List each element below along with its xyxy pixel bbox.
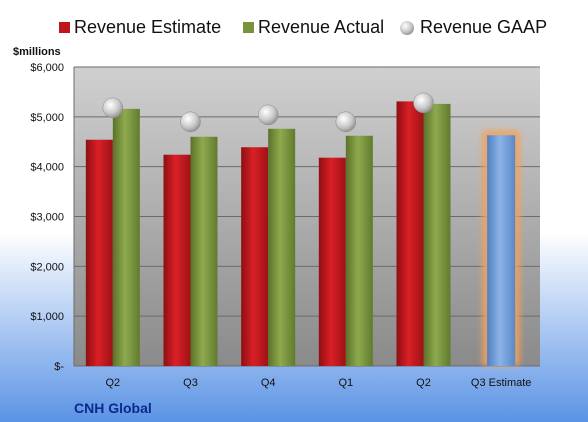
marker-revenue-gaap	[102, 97, 124, 119]
legend-label-actual: Revenue Actual	[258, 17, 384, 37]
x-tick-label: Q4	[261, 377, 276, 389]
legend-label-gaap: Revenue GAAP	[420, 17, 547, 37]
y-tick-label: $6,000	[30, 62, 64, 74]
x-tick-label: Q2	[416, 377, 431, 389]
x-tick-label: Q3	[183, 377, 198, 389]
bar-revenue-estimate	[241, 147, 269, 366]
marker-revenue-gaap	[257, 104, 279, 126]
legend-swatch-actual	[243, 22, 254, 33]
bar-revenue-estimate	[163, 154, 191, 366]
bar-revenue-estimate	[318, 157, 346, 366]
bar-revenue-actual	[190, 136, 218, 366]
x-axis: Q2 Q3 Q4 Q1 Q2 Q3 Estimate	[105, 377, 531, 389]
bar-q3-estimate	[487, 135, 516, 366]
bar-revenue-actual	[112, 108, 140, 367]
y-tick-label: $2,000	[30, 261, 64, 273]
bar-revenue-estimate	[85, 139, 113, 366]
x-tick-label: Q1	[338, 377, 353, 389]
bar-revenue-estimate	[396, 101, 424, 366]
legend-swatch-gaap	[400, 21, 414, 35]
y-tick-label: $5,000	[30, 112, 64, 124]
y-tick-label: $-	[54, 361, 64, 373]
x-tick-label: Q3 Estimate	[471, 377, 532, 389]
legend-label-estimate: Revenue Estimate	[74, 17, 221, 37]
y-axis-unit-label: $millions	[13, 46, 61, 58]
y-tick-label: $4,000	[30, 162, 64, 174]
y-tick-label: $3,000	[30, 212, 64, 224]
marker-revenue-gaap	[335, 111, 357, 133]
gridlines	[74, 66, 540, 367]
y-tick-label: $1,000	[30, 311, 64, 323]
marker-revenue-gaap	[180, 111, 201, 133]
gaap-markers	[102, 92, 434, 133]
marker-revenue-gaap	[413, 92, 434, 114]
y-axis: $- $1,000 $2,000 $3,000 $4,000 $5,000 $6,000	[30, 62, 75, 373]
bars	[85, 101, 521, 367]
legend: Revenue Estimate Revenue Actual Revenue …	[59, 17, 547, 37]
company-name: CNH Global	[74, 400, 152, 416]
x-tick-label: Q2	[105, 377, 120, 389]
legend-swatch-estimate	[59, 22, 70, 33]
bar-revenue-actual	[423, 103, 451, 367]
bar-revenue-actual	[268, 128, 296, 366]
bar-revenue-actual	[345, 135, 373, 366]
